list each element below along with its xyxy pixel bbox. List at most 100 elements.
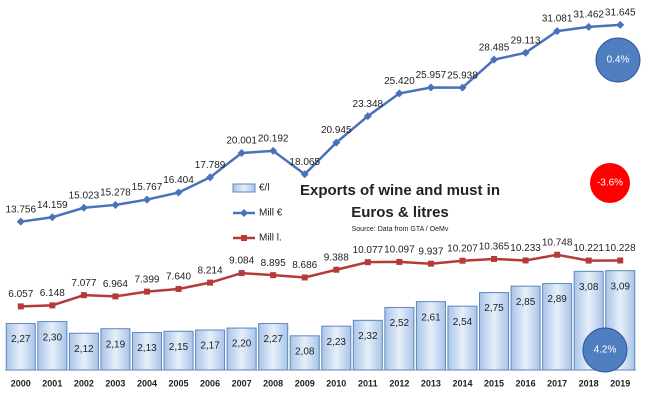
data-label: 14.159 [37, 200, 68, 211]
marker [143, 288, 150, 295]
marker [364, 259, 371, 266]
legend-label: Mill l. [259, 233, 282, 244]
data-label: 2,61 [421, 312, 441, 323]
marker [48, 213, 57, 222]
marker [427, 260, 434, 267]
x-tick-label: 2008 [263, 378, 283, 388]
data-label: 25.938 [447, 70, 478, 81]
x-tick-label: 2012 [389, 378, 409, 388]
marker [396, 258, 403, 265]
data-label: 10.077 [353, 245, 384, 256]
marker [300, 170, 309, 179]
legend-swatch [240, 209, 248, 217]
chart-title: Euros & litres [351, 204, 449, 221]
x-tick-label: 2006 [200, 378, 220, 388]
marker [270, 272, 277, 279]
data-label: 8.895 [261, 258, 286, 269]
marker [112, 293, 119, 300]
data-label: 10.233 [510, 243, 541, 254]
data-label: 2,52 [390, 318, 410, 329]
marker [458, 83, 467, 92]
x-tick-label: 2018 [579, 378, 599, 388]
marker [49, 302, 56, 309]
bar [321, 325, 352, 371]
bar [37, 321, 68, 371]
x-tick-label: 2013 [421, 378, 441, 388]
chart-title: Exports of wine and must in [300, 182, 500, 199]
x-tick-label: 2002 [74, 378, 94, 388]
bar [384, 306, 415, 371]
marker [207, 279, 214, 286]
marker [491, 255, 498, 262]
marker [554, 251, 561, 258]
marker [522, 257, 529, 264]
data-label: 28.485 [479, 42, 510, 53]
bar [352, 319, 383, 371]
bar [258, 323, 289, 371]
annotation-circle [595, 37, 641, 83]
marker [16, 217, 25, 226]
data-label: 2,30 [43, 332, 63, 343]
data-label: 2,89 [547, 294, 567, 305]
x-tick-label: 2016 [516, 378, 536, 388]
bar [289, 335, 320, 371]
chart-subtitle: Source: Data from GTA / OeMv [352, 226, 449, 233]
data-label: 29.113 [511, 35, 541, 46]
marker [585, 257, 592, 264]
bar [163, 330, 194, 371]
data-label: 2,20 [232, 339, 252, 350]
data-label: 16.404 [163, 175, 194, 186]
marker [174, 188, 183, 197]
data-label: 10.228 [605, 243, 636, 254]
data-label: 31.462 [573, 10, 604, 21]
data-label: 8.214 [198, 265, 223, 276]
data-label: 3,08 [579, 282, 599, 293]
data-label: 9.084 [229, 256, 254, 267]
x-tick-label: 2009 [295, 378, 315, 388]
marker [332, 138, 341, 147]
data-label: 6.964 [103, 279, 128, 290]
data-label: 7.640 [166, 272, 191, 283]
data-label: 7.077 [71, 278, 96, 289]
data-label: 20.192 [258, 134, 289, 145]
marker [301, 274, 308, 281]
legend-label: Mill € [259, 208, 283, 219]
line [20, 23, 621, 223]
marker [616, 20, 625, 29]
marker [175, 285, 182, 292]
data-label: 20.001 [226, 136, 257, 147]
x-tick-label: 2017 [547, 378, 567, 388]
marker [395, 89, 404, 98]
data-label: 10.365 [479, 242, 510, 253]
bar [479, 292, 510, 371]
marker [80, 292, 87, 299]
x-tick-label: 2004 [137, 378, 157, 388]
data-label: 2,23 [327, 337, 347, 348]
annotation-circle [590, 163, 630, 203]
data-label: 2,32 [358, 331, 378, 342]
bar [131, 332, 162, 371]
data-label: 15.023 [69, 190, 100, 201]
x-tick-label: 2000 [11, 378, 31, 388]
annotation-text: 0.4% [607, 55, 630, 66]
bar [5, 323, 36, 371]
data-label: 9.388 [324, 252, 349, 263]
data-label: 25.420 [384, 76, 415, 87]
data-label: 6.057 [8, 289, 33, 300]
marker [553, 27, 562, 36]
legend-label: €/l [259, 183, 270, 194]
data-label: 10.221 [573, 243, 604, 254]
marker [238, 270, 245, 277]
marker [333, 266, 340, 273]
data-label: 13.756 [5, 204, 36, 215]
marker [426, 83, 435, 92]
data-label: 2,12 [74, 344, 94, 355]
data-label: 10.097 [384, 245, 415, 256]
data-label: 10.207 [447, 243, 478, 254]
x-tick-label: 2001 [42, 378, 62, 388]
marker [490, 55, 499, 64]
bar [510, 285, 541, 371]
x-tick-label: 2010 [326, 378, 346, 388]
marker [584, 22, 593, 31]
